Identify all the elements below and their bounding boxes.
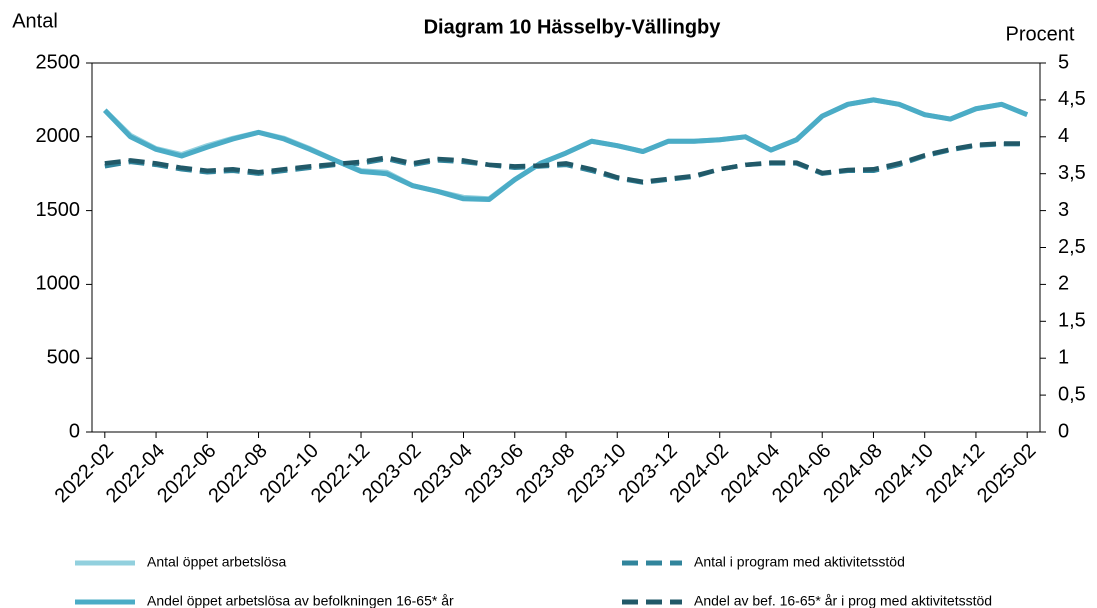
y2-tick-label: 3,5 [1058,162,1086,184]
y2-tick-label: 2,5 [1058,236,1086,258]
legend-label: Antal i program med aktivitetsstöd [694,554,905,570]
y2-axis-label: Procent [1006,23,1075,45]
y2-tick-label: 2 [1058,273,1069,295]
y-tick-label: 500 [47,346,80,368]
y-tick-label: 1500 [36,199,81,221]
series-line [103,97,1029,203]
legend-label: Antal öppet arbetslösa [147,554,287,570]
series-line [103,97,1029,202]
y2-tick-label: 5 [1058,51,1069,73]
series-line [104,141,1028,185]
y2-tick-label: 4 [1058,125,1069,147]
y2-tick-label: 0 [1058,420,1069,442]
y2-tick-label: 1,5 [1058,310,1086,332]
y-tick-label: 2500 [36,51,81,73]
y-tick-label: 0 [69,420,80,442]
y-axis-label: Antal [12,10,58,32]
y-tick-label: 1000 [36,273,81,295]
y2-tick-label: 4,5 [1058,88,1086,110]
y2-tick-label: 1 [1058,346,1069,368]
legend-label: Andel av bef. 16-65* år i prog med aktiv… [694,593,992,608]
y2-tick-label: 3 [1058,199,1069,221]
y2-tick-label: 0,5 [1058,383,1086,405]
y-tick-label: 2000 [36,125,81,147]
legend-label: Andel öppet arbetslösa av befolkningen 1… [147,593,454,608]
chart-title: Diagram 10 Hässelby-Vällingby [424,16,722,38]
plot-frame [91,62,1041,433]
